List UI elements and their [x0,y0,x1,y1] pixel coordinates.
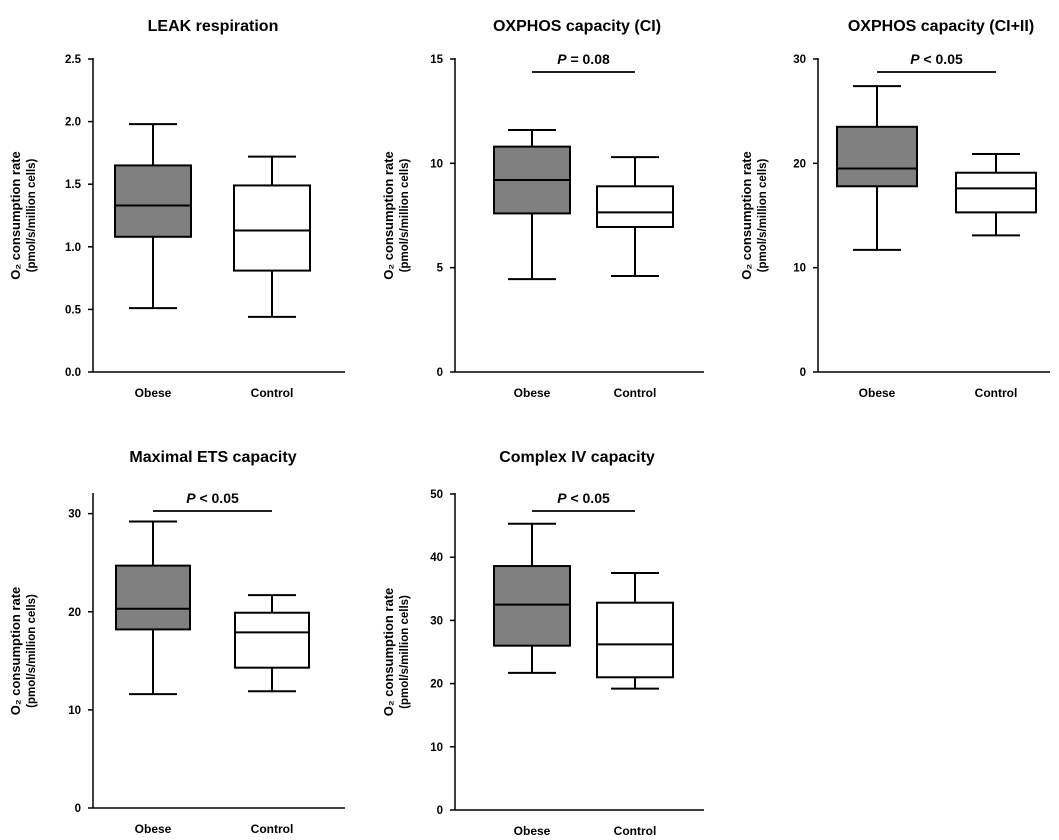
y-tick-label: 30 [430,615,443,627]
box-iqr [114,164,192,238]
y-tick-label: 10 [68,705,81,717]
y-tick-label: 50 [430,489,443,501]
y-axis-label-line2: (pmol/s/million cells) [26,594,38,708]
y-tick-label: 20 [430,679,443,691]
panel-title: Complex IV capacity [499,449,655,466]
box-iqr [233,184,311,272]
y-tick-label: 0.5 [65,304,82,316]
x-category-label: Obese [135,386,172,400]
box-control [234,594,310,693]
y-tick-label: 2.0 [65,117,81,129]
y-tick-label: 0 [75,803,81,815]
box-control [596,572,674,690]
panel-3: OXPHOS capacity (CI+II) O₂ consumption ra… [739,18,1050,400]
box-obese [493,522,571,674]
y-axis-label-line1: O₂ consumption rate [8,587,23,716]
box-obese [114,123,192,310]
box-obese [493,128,571,281]
y-axis-label-line2: (pmol/s/million cells) [26,158,38,272]
y-axis-label: O₂ consumption rate (pmol/s/million cells… [739,151,769,280]
x-category-label: Obese [859,386,896,400]
x-category-label: Control [251,386,294,400]
y-tick-label: 1.5 [65,179,82,191]
y-tick-label: 20 [793,158,806,170]
y-tick-label: 10 [430,742,443,754]
box-control [233,155,311,318]
panel-title: OXPHOS capacity (CI+II) [848,18,1034,35]
panel-2: OXPHOS capacity (CI) O₂ consumption rate(… [381,18,704,400]
panel-title: Maximal ETS capacity [129,449,296,466]
y-axis-label: O₂ consumption rate (pmol/s/million cells… [8,151,38,280]
y-tick-label: 5 [437,263,444,275]
y-tick-label: 30 [68,509,81,521]
y-tick-label: 0.0 [65,367,81,379]
box-obese [836,85,918,251]
box-obese [115,520,191,696]
box-iqr [115,564,191,631]
panel-4: Maximal ETS capacity O₂ consumption rate(… [8,449,345,836]
panel-5: Complex IV capacity O₂ consumption rate (p… [381,449,704,838]
y-axis-label-line1: O₂ consumption rate [381,588,396,717]
box-control [955,152,1037,237]
panel-title: OXPHOS capacity (CI) [493,18,661,35]
y-axis-label-line2: (pmol/s/million cells) [399,595,411,709]
y-tick-label: 30 [793,54,806,66]
significance-label: P = 0.08 [557,51,610,67]
y-axis-label: O₂ consumption rate (pmol/s/million cells… [381,588,411,717]
y-axis-label-line2: (pmol/s/million cells) [757,158,769,272]
y-tick-label: 40 [430,552,443,564]
box-iqr [493,565,571,647]
x-category-label: Control [614,824,657,838]
box-iqr [955,171,1037,214]
y-tick-label: 2.5 [65,54,82,66]
y-tick-label: 15 [430,54,443,66]
y-tick-label: 0 [800,367,806,379]
x-category-label: Obese [514,824,551,838]
y-tick-label: 1.0 [65,242,81,254]
y-axis-label-line2: (pmol/s/million cells) [399,158,411,272]
y-tick-label: 10 [793,263,806,275]
panel-title: LEAK respiration [148,18,279,35]
box-iqr [596,185,674,228]
panel-1: LEAK respiration O₂ consumption rate (pmol… [8,18,345,400]
box-control [596,156,674,278]
y-axis-label-line1: O₂ consumption rate [8,151,23,280]
significance-label: P < 0.05 [910,51,963,67]
x-category-label: Obese [135,822,172,836]
box-iqr [596,601,674,679]
y-tick-label: 10 [430,158,443,170]
y-axis-label-line1: O₂ consumption rate [739,151,754,280]
y-axis-label: O₂ consumption rate (pmol/s/million cells… [381,151,411,280]
box-iqr [836,125,918,188]
x-category-label: Obese [514,386,551,400]
significance-label: P < 0.05 [186,490,239,506]
y-tick-label: 20 [68,607,81,619]
x-category-label: Control [975,386,1018,400]
y-axis-label: O₂ consumption rate (pmol/s/million cells… [8,587,38,716]
significance-label: P < 0.05 [557,490,610,506]
box-iqr [234,611,310,669]
y-tick-label: 0 [437,367,443,379]
x-category-label: Control [251,822,294,836]
x-category-label: Control [614,386,657,400]
y-axis-label-line1: O₂ consumption rate [381,151,396,280]
y-tick-label: 0 [437,805,443,817]
